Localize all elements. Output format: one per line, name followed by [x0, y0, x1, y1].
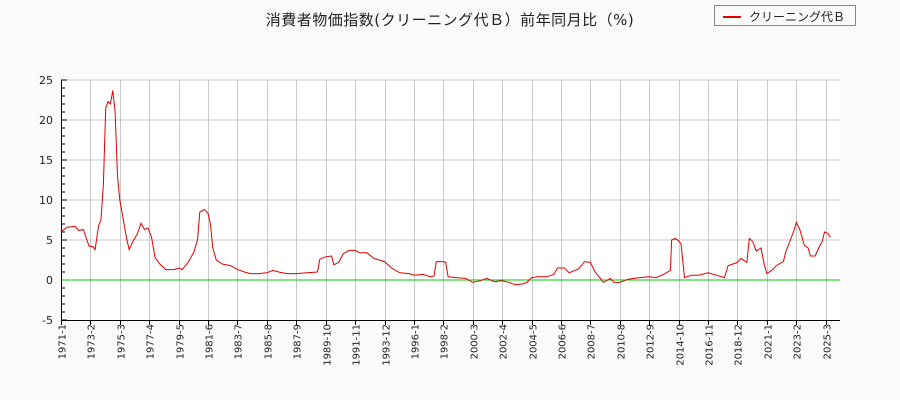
- axes: [61, 79, 840, 325]
- x-tick-label: 2021-1: [764, 324, 775, 359]
- x-tick-label: 1981-6: [205, 324, 216, 359]
- legend: クリーニング代Ｂ: [714, 5, 856, 26]
- x-tick-label: 2002-4: [499, 324, 510, 359]
- chart-title: 消費者物価指数(クリーニング代Ｂ）前年同月比（%): [265, 11, 635, 29]
- y-tick-label: 5: [46, 234, 53, 247]
- x-tick-label: 1977-4: [146, 324, 157, 359]
- x-tick-label: 1987-9: [293, 324, 304, 359]
- x-tick-label: 1993-12: [382, 324, 393, 366]
- x-tick-label: 1991-11: [352, 324, 363, 366]
- y-tick-label: 10: [39, 194, 53, 207]
- x-tick-label: 2014-10: [676, 324, 687, 366]
- x-tick-label: 2004-5: [529, 324, 540, 359]
- x-tick-label: 1979-5: [176, 324, 187, 359]
- x-tick-label: 2023-2: [793, 324, 804, 359]
- x-tick-label: 2018-12: [734, 324, 745, 366]
- x-tick-label: 1989-10: [323, 324, 334, 366]
- x-tick-label: 1973-2: [87, 324, 98, 359]
- x-tick-label: 1983-7: [234, 324, 245, 359]
- legend-swatch-icon: [723, 16, 741, 18]
- x-tick-label: 1985-8: [264, 324, 275, 359]
- y-tick-label: -5: [42, 314, 53, 327]
- x-axis-ticks: 1971-1 1973-2 1975-3 1977-4 1979-5 1981-6 1983…: [58, 324, 834, 366]
- x-tick-label: 2006-6: [558, 324, 569, 359]
- x-tick-label: 1975-3: [117, 324, 128, 359]
- x-tick-label: 2008-7: [587, 324, 598, 359]
- grid: [61, 79, 840, 320]
- x-tick-label: 1971-1: [58, 324, 69, 359]
- y-axis-ticks: -5 0 5 10 15 20 25: [39, 74, 53, 327]
- y-tick-label: 25: [39, 74, 53, 87]
- x-tick-label: 2012-9: [646, 324, 657, 359]
- x-tick-label: 2000-3: [470, 324, 481, 359]
- legend-label: クリーニング代Ｂ: [749, 10, 846, 24]
- x-tick-label: 1996-1: [411, 324, 422, 359]
- series-line: [60, 90, 831, 286]
- y-tick-label: 20: [39, 114, 53, 127]
- x-tick-label: 2010-8: [617, 324, 628, 359]
- y-tick-label: 15: [39, 154, 53, 167]
- y-tick-label: 0: [46, 274, 53, 287]
- x-tick-label: 2016-11: [705, 324, 716, 366]
- x-tick-label: 2025-3: [823, 324, 834, 359]
- x-tick-label: 1998-2: [440, 324, 451, 359]
